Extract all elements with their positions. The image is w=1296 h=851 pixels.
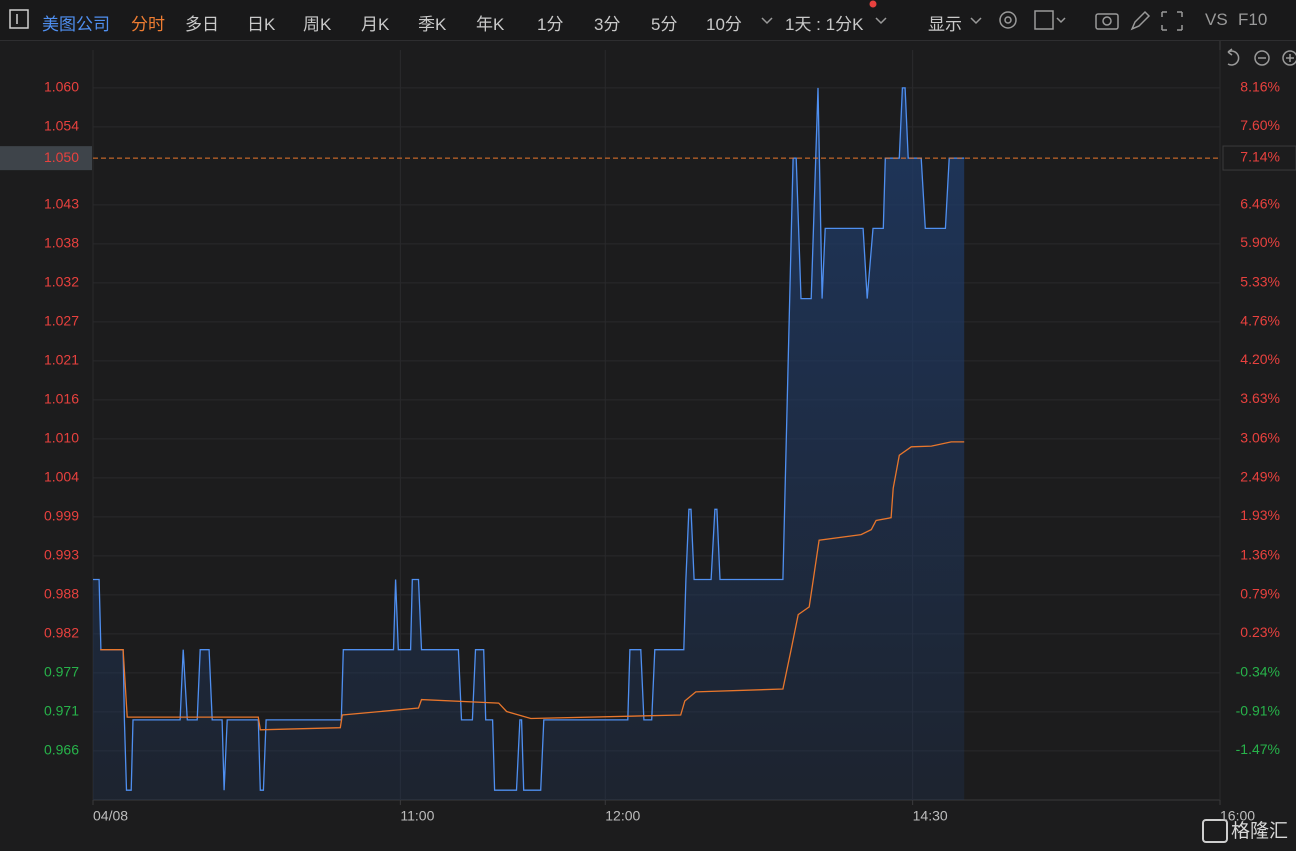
x-tick-label: 04/08 bbox=[93, 808, 128, 824]
display-select[interactable]: 显示 bbox=[928, 15, 962, 34]
period-tab[interactable]: 日K bbox=[247, 15, 276, 34]
vs-button[interactable]: VS bbox=[1205, 10, 1228, 29]
x-tick-label: 14:30 bbox=[913, 808, 948, 824]
snapshot-lens bbox=[1102, 16, 1112, 26]
y-tick-label: 0.977 bbox=[44, 664, 79, 680]
y2-tick-label: -1.47% bbox=[1236, 741, 1280, 757]
price-line bbox=[93, 87, 965, 791]
sidebar-toggle[interactable] bbox=[9, 9, 31, 31]
y-tick-label: 0.988 bbox=[44, 586, 79, 602]
display-chevron bbox=[970, 17, 982, 25]
plot bbox=[92, 40, 1221, 805]
y-tick-label: 0.971 bbox=[44, 703, 79, 719]
period-tab[interactable]: 1分 bbox=[537, 15, 564, 34]
y2-tick-label: -0.91% bbox=[1236, 703, 1280, 719]
y-tick-label: 1.043 bbox=[44, 196, 79, 212]
y-tick-label: 1.016 bbox=[44, 391, 79, 407]
y2-tick-label: 3.63% bbox=[1240, 390, 1280, 406]
y2-tick-label: 0.79% bbox=[1240, 586, 1280, 602]
period-tab[interactable]: 年K bbox=[476, 15, 505, 34]
period-tab[interactable]: 月K bbox=[361, 15, 390, 34]
color-chevron bbox=[1056, 17, 1066, 24]
last-price-label: 1.050 bbox=[44, 149, 79, 165]
x-tick-label: 12:00 bbox=[605, 808, 640, 824]
y-tick-label: 1.010 bbox=[44, 430, 79, 446]
y2-tick-label: 2.49% bbox=[1240, 469, 1280, 485]
toolbar: 美图公司 分时 多日 日K 周K 月K 季K 年K 1分 3分 5分 10分 1… bbox=[0, 0, 1296, 41]
y-tick-label: 0.993 bbox=[44, 547, 79, 563]
last-price-box bbox=[0, 146, 92, 171]
watermark-logo bbox=[1202, 819, 1228, 843]
settings-icon[interactable] bbox=[999, 11, 1017, 29]
zoom-out-icon[interactable] bbox=[1254, 50, 1270, 66]
interval-chevron bbox=[875, 17, 887, 25]
period-tab[interactable]: 3分 bbox=[594, 15, 621, 34]
watermark: 格隆汇 bbox=[1202, 819, 1288, 843]
f10-button[interactable]: F10 bbox=[1238, 10, 1268, 29]
period-tab[interactable]: 季K bbox=[418, 15, 447, 34]
y-tick-label: 1.060 bbox=[44, 79, 79, 95]
x-tick-label: 11:00 bbox=[400, 808, 434, 824]
y2-tick-label: 4.76% bbox=[1240, 312, 1280, 328]
price-area bbox=[93, 87, 965, 800]
period-tab[interactable]: 10分 bbox=[706, 15, 742, 34]
stock-name[interactable]: 美图公司 bbox=[42, 15, 110, 34]
y-tick-label: 1.004 bbox=[44, 469, 79, 485]
notice-dot bbox=[869, 0, 877, 8]
y-tick-label: 1.032 bbox=[44, 274, 79, 290]
y-tick-label: 0.999 bbox=[44, 508, 79, 524]
y2-tick-label: 3.06% bbox=[1240, 429, 1280, 445]
y2-tick-label: 8.16% bbox=[1240, 79, 1280, 95]
zoom-in-plus bbox=[1286, 54, 1294, 62]
y-tick-label: 0.966 bbox=[44, 742, 79, 758]
chart-controls bbox=[1227, 48, 1296, 66]
y-tick-label: 0.982 bbox=[44, 625, 79, 641]
y-tick-label: 1.027 bbox=[44, 313, 79, 329]
color-icon[interactable] bbox=[1034, 10, 1054, 30]
period-tab[interactable]: 多日 bbox=[185, 15, 219, 34]
average-line bbox=[100, 441, 965, 731]
y2-tick-label: -0.34% bbox=[1236, 663, 1280, 679]
y2-tick-label: 5.33% bbox=[1240, 273, 1280, 289]
last-change-label: 7.14% bbox=[1240, 149, 1280, 165]
tool-icons bbox=[999, 10, 1183, 31]
period-tab[interactable]: 5分 bbox=[651, 15, 678, 34]
more-chevron[interactable] bbox=[760, 16, 774, 26]
y2-tick-label: 1.93% bbox=[1240, 507, 1280, 523]
y2-tick-label: 5.90% bbox=[1240, 234, 1280, 250]
fullscreen-icon[interactable] bbox=[1161, 11, 1183, 31]
y2-tick-label: 6.46% bbox=[1240, 196, 1280, 212]
y-tick-label: 1.038 bbox=[44, 235, 79, 251]
draw-icon[interactable] bbox=[1130, 10, 1151, 31]
x-tick-label: 16:00 bbox=[1220, 808, 1255, 824]
interval-select[interactable]: 1天 : 1分K bbox=[785, 15, 864, 34]
y2-tick-label: 1.36% bbox=[1240, 546, 1280, 562]
watermark-text: 格隆汇 bbox=[1231, 820, 1288, 842]
reset-icon[interactable] bbox=[1227, 48, 1240, 66]
y2-tick-label: 7.60% bbox=[1240, 117, 1280, 133]
zoom-in-icon[interactable] bbox=[1282, 50, 1296, 66]
y-tick-label: 1.021 bbox=[44, 352, 79, 368]
y2-tick-label: 0.23% bbox=[1240, 624, 1280, 640]
snapshot-icon[interactable] bbox=[1095, 13, 1119, 30]
last-change-box bbox=[1222, 145, 1296, 171]
period-tab[interactable]: 分时 bbox=[131, 15, 165, 34]
settings-icon-core bbox=[1004, 16, 1012, 24]
y-tick-label: 1.054 bbox=[44, 118, 79, 134]
y2-tick-label: 4.20% bbox=[1240, 351, 1280, 367]
period-tab[interactable]: 周K bbox=[303, 15, 332, 34]
